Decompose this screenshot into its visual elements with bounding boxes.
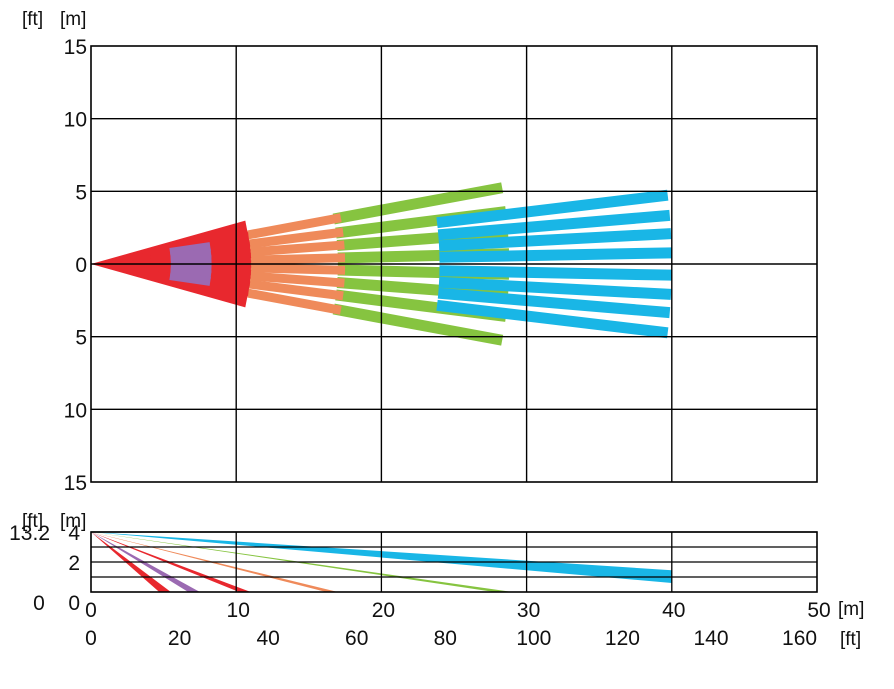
top-view-y-tick-m: 15 [64,472,87,495]
purple-detection-beam [170,266,212,280]
red-detection-beam [91,264,251,308]
top-view-y-tick-m: 0 [75,254,87,277]
purple-detection-beam [170,262,212,274]
side-view-unit-ft: [ft] [22,511,43,532]
x-tick-m: 50 [807,599,830,622]
x-tick-ft: 80 [434,627,457,650]
orange-detection-beam [247,213,342,240]
side-view-y-tick-ft: 13.2 [9,522,50,545]
x-tick-m: 20 [372,599,395,622]
x-tick-ft: 140 [693,627,728,650]
side-view-y-tick-m: 0 [68,592,80,615]
top-view-y-tick-ft: 20 [27,0,50,5]
axis-labels: [ft] [m] [ft] [m] [m] [ft] [22,9,864,650]
orange-detection-beam [248,279,344,301]
top-view-y-tick-m: 15 [64,36,87,59]
orange-detection-beam [248,227,344,249]
x-axis-unit-m: [m] [838,599,864,620]
top-view-detection-beams [91,182,672,346]
top-view-y-tick-ft: 40 [27,0,50,5]
top-view-grid [90,45,818,483]
purple-detection-beam [169,271,211,286]
x-tick-ft: 160 [782,627,817,650]
x-tick-m: 30 [517,599,540,622]
blue-detection-beam [436,299,669,339]
x-tick-ft: 60 [345,627,368,650]
orange-detection-beam [249,271,345,288]
x-tick-m: 40 [662,599,685,622]
x-tick-m: 10 [227,599,250,622]
purple-detection-beam [170,248,212,262]
top-view-y-tick-m: 5 [75,181,87,204]
blue-detection-beam [439,265,672,281]
top-view-unit-m: [m] [60,9,86,30]
x-tick-ft: 20 [168,627,191,650]
orange-detection-beam [250,263,346,275]
top-view-y-tick-ft: 0 [33,0,45,5]
green-detection-beam [332,303,504,346]
x-tick-ft: 40 [256,627,279,650]
top-view-y-tick-m: 10 [64,399,87,422]
top-view-y-tick-m: 10 [64,109,87,132]
x-tick-ft: 120 [605,627,640,650]
top-view-y-tick-m: 5 [75,327,87,350]
blue-detection-beam [436,189,669,229]
purple-detection-beam [170,254,212,266]
x-tick-ft: 0 [85,627,97,650]
side-view-y-tick-m: 4 [68,522,80,545]
side-view-grid [90,531,818,593]
purple-detection-beam [169,242,211,257]
top-view-unit-ft: [ft] [22,9,43,30]
blue-detection-beam [438,276,672,300]
orange-detection-beam [247,288,342,315]
blue-detection-beam [437,209,671,241]
x-axis-unit-ft: [ft] [840,629,861,650]
tick-labels: 1510505101540200204042013.20010203040500… [9,0,831,650]
green-detection-beam [332,182,504,225]
side-view-y-tick-ft: 0 [33,592,45,615]
blue-detection-beam [438,228,672,252]
x-tick-ft: 100 [516,627,551,650]
side-view-y-tick-m: 2 [68,552,80,575]
x-tick-m: 0 [85,599,97,622]
orange-detection-beam [250,253,346,265]
orange-detection-beam [249,240,345,257]
blue-detection-beam [437,287,671,319]
side-view-unit-m: [m] [60,511,86,532]
top-view-y-tick-ft: 40 [27,0,50,5]
blue-detection-beam [439,247,672,263]
top-view-y-tick-ft: 20 [27,0,50,5]
red-detection-beam [91,220,251,264]
